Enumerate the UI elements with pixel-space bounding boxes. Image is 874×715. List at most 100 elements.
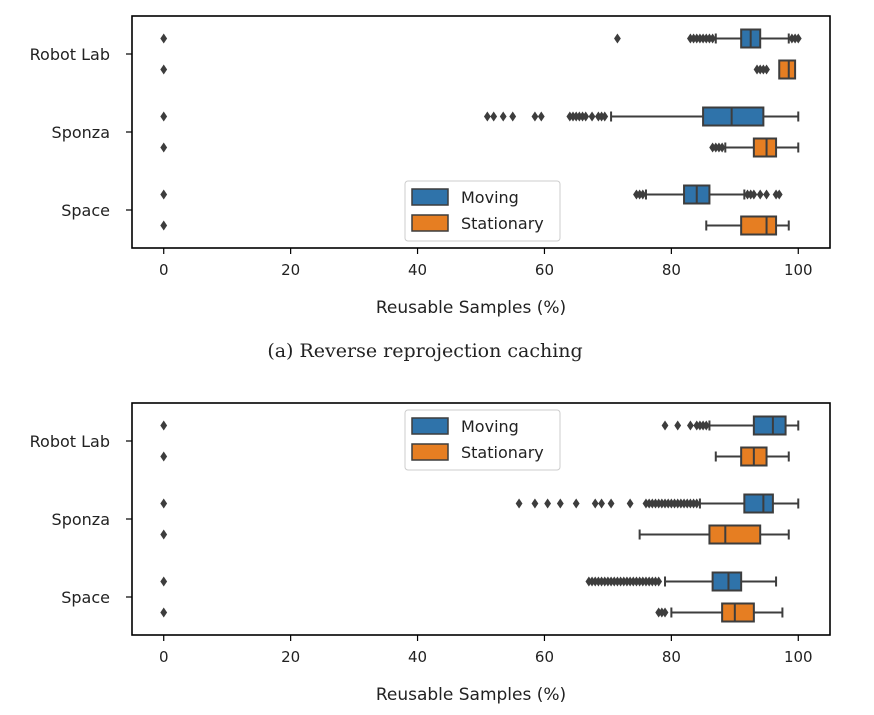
- box-iqr: [778, 59, 797, 80]
- x-tick-label: 0: [159, 648, 169, 666]
- legend: Moving Stationary: [404, 409, 561, 471]
- outlier-point: [544, 498, 552, 509]
- outlier-point: [160, 498, 168, 509]
- outlier-point: [601, 111, 609, 122]
- box-moving-sponza: [160, 493, 800, 514]
- y-category-label: Sponza: [52, 123, 110, 142]
- box-iqr: [743, 493, 774, 514]
- outlier-point: [537, 111, 545, 122]
- box-stationary-space: [160, 215, 790, 236]
- outlier-point: [160, 576, 168, 587]
- outlier-point: [661, 420, 669, 431]
- outlier-point: [614, 33, 621, 44]
- box-moving-space: [160, 184, 783, 205]
- outlier-point: [639, 189, 647, 200]
- box-iqr: [711, 571, 743, 592]
- outlier-point: [687, 420, 694, 431]
- box-iqr: [752, 415, 787, 436]
- outlier-point: [582, 111, 590, 122]
- legend-label-stationary: Stationary: [461, 214, 544, 233]
- x-tick-label: 40: [408, 648, 427, 666]
- box-moving-space: [160, 571, 778, 592]
- box-moving-sponza: [160, 106, 800, 127]
- outlier-point: [160, 189, 168, 200]
- y-category-label: Space: [61, 588, 110, 607]
- y-category-label: Sponza: [52, 510, 110, 529]
- caption-a: (a) Reverse reprojection caching: [267, 340, 582, 362]
- box-moving-robot-lab: [160, 415, 800, 436]
- outlier-point: [515, 498, 523, 509]
- x-tick-label: 60: [535, 261, 554, 279]
- outlier-point: [756, 189, 764, 200]
- outlier-point: [588, 111, 596, 122]
- x-axis-label: Reusable Samples (%): [376, 685, 566, 705]
- box-moving-robot-lab: [160, 28, 802, 49]
- y-category-label: Robot Lab: [30, 432, 110, 451]
- outlier-point: [763, 64, 770, 75]
- outlier-point: [661, 607, 669, 618]
- outlier-point: [794, 33, 802, 44]
- legend-label-moving: Moving: [461, 188, 519, 207]
- outlier-point: [160, 142, 168, 153]
- outlier-point: [572, 498, 580, 509]
- x-axis-label: Reusable Samples (%): [376, 298, 566, 318]
- outlier-point: [160, 451, 168, 462]
- legend-label-stationary: Stationary: [461, 443, 544, 462]
- outlier-point: [718, 142, 726, 153]
- x-tick-label: 20: [281, 648, 300, 666]
- outlier-point: [160, 220, 168, 231]
- box-iqr: [702, 106, 765, 127]
- x-tick-label: 20: [281, 261, 300, 279]
- x-tick-label: 100: [784, 261, 813, 279]
- box-iqr: [721, 602, 755, 623]
- outlier-point: [626, 498, 634, 509]
- outlier-point: [556, 498, 564, 509]
- outlier-point: [709, 33, 717, 44]
- outlier-point: [483, 111, 491, 122]
- outlier-point: [655, 576, 663, 587]
- outlier-point: [531, 498, 539, 509]
- box-iqr: [752, 137, 778, 158]
- x-tick-label: 80: [662, 261, 681, 279]
- outlier-point: [160, 420, 168, 431]
- legend-swatch-stationary: [411, 214, 449, 232]
- outlier-point: [775, 189, 783, 200]
- outlier-point: [160, 111, 168, 122]
- box-stationary-space: [160, 602, 784, 623]
- outlier-point: [160, 64, 168, 75]
- x-tick-label: 0: [159, 261, 169, 279]
- outlier-point: [598, 498, 605, 509]
- outlier-point: [531, 111, 539, 122]
- outlier-point: [499, 111, 507, 122]
- box-stationary-sponza: [160, 137, 800, 158]
- y-category-label: Robot Lab: [30, 45, 110, 64]
- legend-swatch-stationary: [411, 443, 449, 461]
- legend-swatch-moving: [411, 417, 449, 435]
- outlier-point: [674, 420, 682, 431]
- x-tick-label: 100: [784, 648, 813, 666]
- outlier-point: [490, 111, 498, 122]
- box-stationary-robot-lab: [160, 446, 790, 467]
- outlier-point: [591, 498, 599, 509]
- outlier-point: [509, 111, 517, 122]
- panel-b: 0 20 40 60 80 100 Reusable Samples (%) Robot La…: [30, 402, 831, 705]
- panel-a: 0 20 40 60 80 100 Reusable Samples (%) Robot La…: [30, 15, 831, 318]
- x-tick-label: 40: [408, 261, 427, 279]
- outlier-point: [702, 420, 710, 431]
- outlier-point: [607, 498, 615, 509]
- outlier-point: [160, 33, 168, 44]
- legend-label-moving: Moving: [461, 417, 519, 436]
- x-tick-label: 80: [662, 648, 681, 666]
- legend: Moving Stationary: [404, 180, 561, 242]
- outlier-point: [160, 529, 168, 540]
- y-category-label: Space: [61, 201, 110, 220]
- box-stationary-sponza: [160, 524, 790, 545]
- x-tick-label: 60: [535, 648, 554, 666]
- box-iqr: [740, 215, 778, 236]
- outlier-point: [160, 607, 168, 618]
- box-iqr: [708, 524, 762, 545]
- box-stationary-robot-lab: [160, 59, 797, 80]
- outlier-point: [693, 498, 701, 509]
- outlier-point: [763, 189, 770, 200]
